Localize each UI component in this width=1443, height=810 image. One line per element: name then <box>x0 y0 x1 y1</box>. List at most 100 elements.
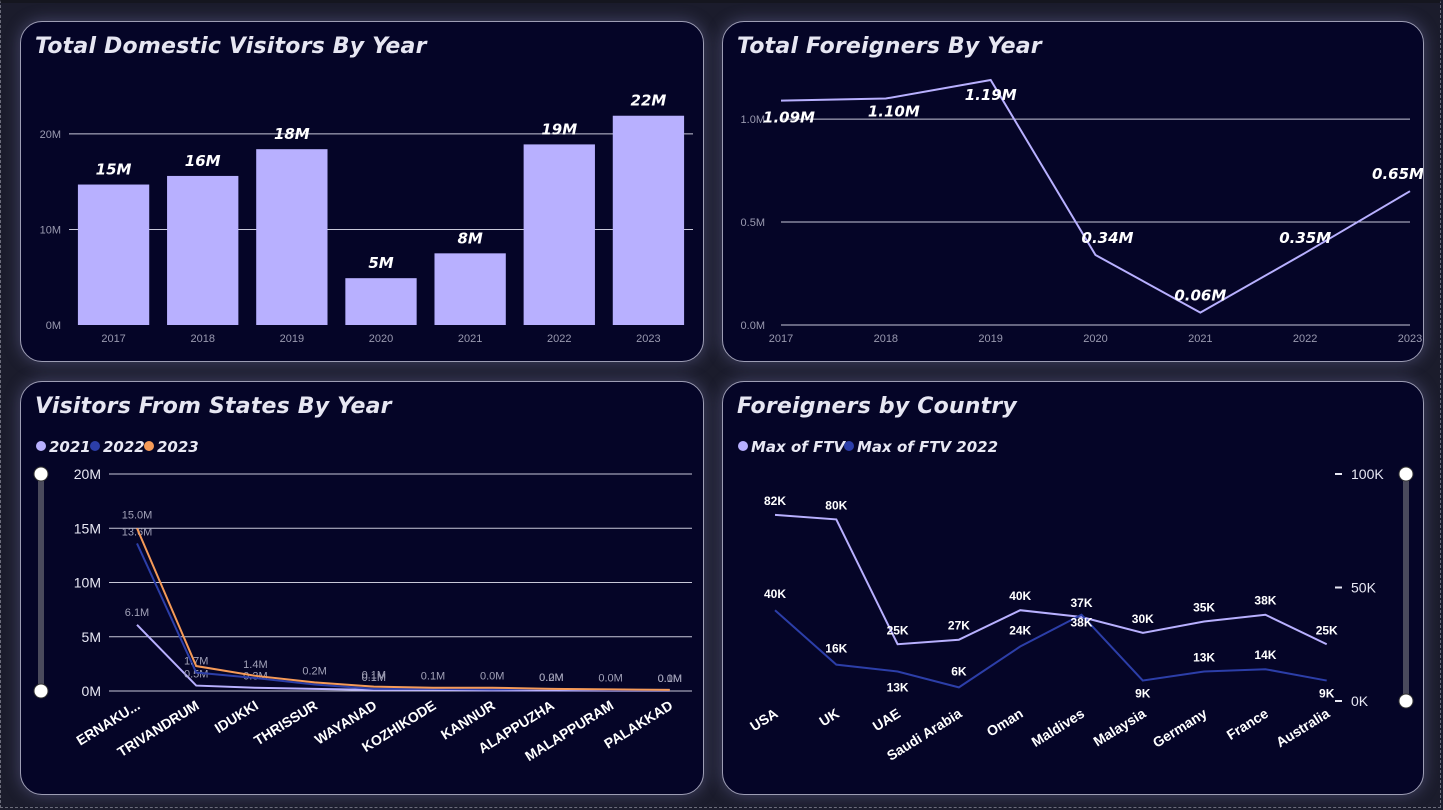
bar[interactable] <box>256 149 328 325</box>
point-data-label: 13.6M <box>122 526 153 538</box>
point-data-label: 37K <box>1070 596 1092 610</box>
point-data-label: 1.4M <box>243 659 267 671</box>
bar-data-label: 15M <box>96 161 132 179</box>
zoom-slider-handle-top[interactable] <box>1398 466 1414 482</box>
foreigners-line-chart: 0.0M 0.5M 1.0M1.09M 2017 1.10M 2018 1.19M 2019 0… <box>741 78 1423 345</box>
y-tick-label: 10M <box>40 224 61 236</box>
point-data-label: 0.34M <box>1082 229 1134 247</box>
zoom-slider-handle-bottom[interactable] <box>33 683 49 699</box>
data-point[interactable] <box>1093 253 1098 258</box>
legend-label[interactable]: 2023 <box>157 438 199 456</box>
bar[interactable] <box>345 278 417 325</box>
data-point[interactable] <box>1303 250 1308 255</box>
x-tick-label: 2017 <box>101 333 125 345</box>
legend-label[interactable]: Max of FTV <box>751 438 846 456</box>
point-data-label: 15.0M <box>122 509 153 521</box>
bar-data-label: 8M <box>457 229 482 247</box>
point-data-label: 80K <box>825 498 847 512</box>
zoom-slider-track[interactable] <box>1403 474 1409 701</box>
legend-label[interactable]: 2022 <box>103 438 145 456</box>
y-tick-label: 0M <box>82 683 101 699</box>
y-tick-label: 20M <box>40 129 61 141</box>
bar-data-label: 22M <box>631 92 667 110</box>
series-line[interactable] <box>774 513 1328 646</box>
y-tick-label: 0.0M <box>741 320 765 332</box>
point-data-label: 0.1M <box>362 672 386 684</box>
legend-label[interactable]: 2021 <box>49 438 91 456</box>
point-data-label: 38K <box>1070 616 1092 630</box>
point-data-label: 0.35M <box>1279 229 1331 247</box>
x-category-label: Oman <box>984 705 1026 740</box>
y-tick-label: 15M <box>74 520 101 536</box>
x-tick-label: 2021 <box>1188 333 1212 345</box>
bar[interactable] <box>77 184 150 325</box>
x-category-label: France <box>1224 705 1272 743</box>
countries-panel[interactable]: Foreigners by Country Max of FTV Max of F… <box>722 381 1424 795</box>
data-point[interactable] <box>779 98 784 103</box>
x-category-label: UK <box>816 705 842 729</box>
point-data-label: 9K <box>1135 687 1151 701</box>
point-data-label: 27K <box>948 619 970 633</box>
zoom-slider-handle-top[interactable] <box>33 466 49 482</box>
data-point[interactable] <box>988 78 993 83</box>
y-tick-label: 0K <box>1351 693 1369 709</box>
legend-marker <box>738 441 748 451</box>
x-tick-label: 2021 <box>458 333 482 345</box>
point-data-label: 1.10M <box>868 103 920 121</box>
series-line[interactable] <box>774 609 1327 689</box>
legend-label[interactable]: Max of FTV 2022 <box>857 438 998 456</box>
point-data-label: 0.06M <box>1174 287 1226 305</box>
y-tick-label: 10M <box>74 575 101 591</box>
countries-line-chart: Max of FTV Max of FTV 2022 0K 50K 100K 82K 80K… <box>738 438 1414 764</box>
states-panel[interactable]: Visitors From States By Year 2021 2022 202… <box>20 381 704 795</box>
point-data-label: 1.7M <box>184 656 208 668</box>
zoom-slider-track[interactable] <box>38 474 44 691</box>
point-data-label: 35K <box>1193 601 1215 615</box>
point-data-label: 9K <box>1319 687 1335 701</box>
foreigners-panel[interactable]: Total Foreigners By Year 0.0M 0.5M 1.0M 1.0… <box>722 21 1424 362</box>
bar[interactable] <box>523 144 595 325</box>
x-tick-label: 2018 <box>874 333 898 345</box>
y-tick-label: 5M <box>82 629 101 645</box>
domestic-bar-chart: 0M 10M 20M 15M 2017 16M 2018 18M 2019 5M 2020 8M 202… <box>40 92 693 345</box>
series-line[interactable] <box>136 624 670 692</box>
data-point[interactable] <box>883 96 888 101</box>
point-data-label: 38K <box>1254 594 1276 608</box>
domestic-visitors-panel[interactable]: Total Domestic Visitors By Year 0M 10M 20M… <box>20 21 704 362</box>
legend-marker <box>90 441 100 451</box>
bar[interactable] <box>434 253 506 325</box>
point-data-label: 0.5M <box>184 669 208 681</box>
point-data-label: 25K <box>887 623 909 637</box>
legend-marker <box>144 441 154 451</box>
series-line[interactable] <box>136 543 670 691</box>
point-data-label: 25K <box>1316 623 1338 637</box>
point-data-label: 0.1M <box>658 673 682 685</box>
series-line[interactable] <box>780 78 1411 314</box>
point-data-label: 0.0M <box>480 671 504 683</box>
bar[interactable] <box>167 175 239 325</box>
point-data-label: 13K <box>1193 650 1215 664</box>
x-category-label: THRISSUR <box>251 697 320 748</box>
point-data-label: 30K <box>1132 612 1154 626</box>
states-chart-title: Visitors From States By Year <box>35 394 392 419</box>
y-tick-label: 100K <box>1351 466 1384 482</box>
y-tick-label: 1.0M <box>741 114 765 126</box>
x-tick-label: 2018 <box>190 333 214 345</box>
zoom-slider-handle-bottom[interactable] <box>1398 693 1414 709</box>
point-data-label: 40K <box>1009 589 1031 603</box>
y-tick-label: 0M <box>46 320 61 332</box>
bar[interactable] <box>612 115 685 325</box>
series-line[interactable] <box>136 527 670 691</box>
point-data-label: 0.2M <box>539 672 563 684</box>
data-point[interactable] <box>1408 189 1413 194</box>
x-tick-label: 2019 <box>978 333 1002 345</box>
x-tick-label: 2019 <box>280 333 304 345</box>
point-data-label: 0.1M <box>421 671 445 683</box>
point-data-label: 40K <box>764 587 786 601</box>
point-data-label: 82K <box>764 494 786 508</box>
point-data-label: 1.09M <box>763 109 815 127</box>
x-category-label: UAE <box>870 705 904 734</box>
data-point[interactable] <box>1198 310 1203 315</box>
countries-chart-title: Foreigners by Country <box>737 394 1017 419</box>
x-tick-label: 2023 <box>636 333 660 345</box>
